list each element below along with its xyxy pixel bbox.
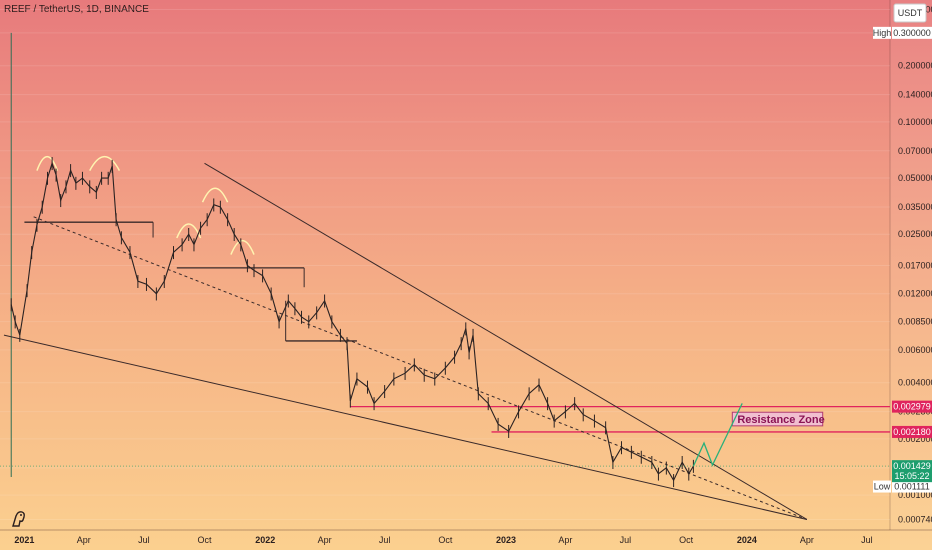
y-tick-label: 0.006000 — [898, 345, 932, 355]
x-tick-label: 2024 — [737, 535, 757, 545]
x-tick-label: Apr — [558, 535, 572, 545]
currency-button[interactable] — [893, 3, 927, 23]
mid-dotted-trendline — [33, 216, 808, 520]
y-tick-label: 0.200000 — [898, 61, 932, 71]
projection-path — [692, 403, 743, 467]
y-tick-label: 0.050000 — [898, 173, 932, 183]
pattern-arc — [230, 239, 255, 255]
y-tick-label: 0.004000 — [898, 378, 932, 388]
y-tick-label: 0.140000 — [898, 90, 932, 100]
x-tick-label: Oct — [679, 535, 694, 545]
pattern-arc — [201, 187, 229, 203]
x-tick-label: Apr — [318, 535, 332, 545]
high-price-prefix: High — [873, 28, 892, 38]
x-tick-label: Oct — [198, 535, 213, 545]
resistance-top-price-tag — [892, 400, 932, 413]
y-tick-label: 0.025000 — [898, 229, 932, 239]
x-tick-label: Jul — [138, 535, 150, 545]
x-tick-label: Apr — [800, 535, 814, 545]
pattern-arc — [89, 155, 121, 171]
lower-wedge-trendline — [3, 334, 807, 520]
low-price-prefix-box — [873, 480, 891, 493]
low-price-prefix: Low — [874, 482, 891, 492]
tradingview-logo-icon — [12, 511, 25, 527]
low-price-tag — [892, 480, 932, 493]
y-tick-label: 0.017000 — [898, 260, 932, 270]
x-tick-label: Jul — [861, 535, 873, 545]
x-tick-label: Apr — [77, 535, 91, 545]
y-tick-label: 0.000740 — [898, 514, 932, 524]
bar-countdown: 15:05:22 — [894, 471, 929, 481]
high-price-prefix-box — [873, 26, 891, 39]
y-tick-label: 0.070000 — [898, 146, 932, 156]
y-tick-label: 0.008500 — [898, 317, 932, 327]
x-tick-label: Oct — [438, 535, 453, 545]
x-tick-label: Jul — [379, 535, 391, 545]
y-tick-label: 0.035000 — [898, 202, 932, 212]
resistance-zone-box[interactable] — [731, 411, 824, 427]
x-tick-label: 2022 — [255, 535, 275, 545]
resistance-bottom-price-tag — [892, 425, 932, 438]
y-tick-label: 0.100000 — [898, 117, 932, 127]
last-price-tag — [892, 460, 932, 483]
x-tick-label: 2021 — [14, 535, 34, 545]
last-price-value: 0.001429 — [893, 461, 931, 471]
x-tick-label: Jul — [620, 535, 632, 545]
x-tick-label: 2023 — [496, 535, 516, 545]
high-price-tag — [892, 26, 932, 39]
y-tick-label: 0.001000 — [898, 490, 932, 500]
upper-wedge-trendline — [204, 162, 808, 520]
y-tick-label: 0.012000 — [898, 289, 932, 299]
chart-title: REEF / TetherUS, 1D, BINANCE — [4, 4, 149, 15]
currency-label: USDT — [898, 8, 923, 18]
resistance-zone-label: Resistance Zone — [737, 414, 824, 426]
pattern-arc — [36, 155, 59, 171]
high-price-tag-text: 0.300000 — [893, 28, 931, 38]
resistance-bottom-price-tag-text: 0.002180 — [893, 427, 931, 437]
price-axis-panel[interactable] — [890, 0, 932, 550]
y-tick-label: 0.002000 — [898, 434, 932, 444]
resistance-top-price-tag-text: 0.002979 — [893, 402, 931, 412]
low-price-tag-text: 0.001111 — [894, 482, 930, 492]
